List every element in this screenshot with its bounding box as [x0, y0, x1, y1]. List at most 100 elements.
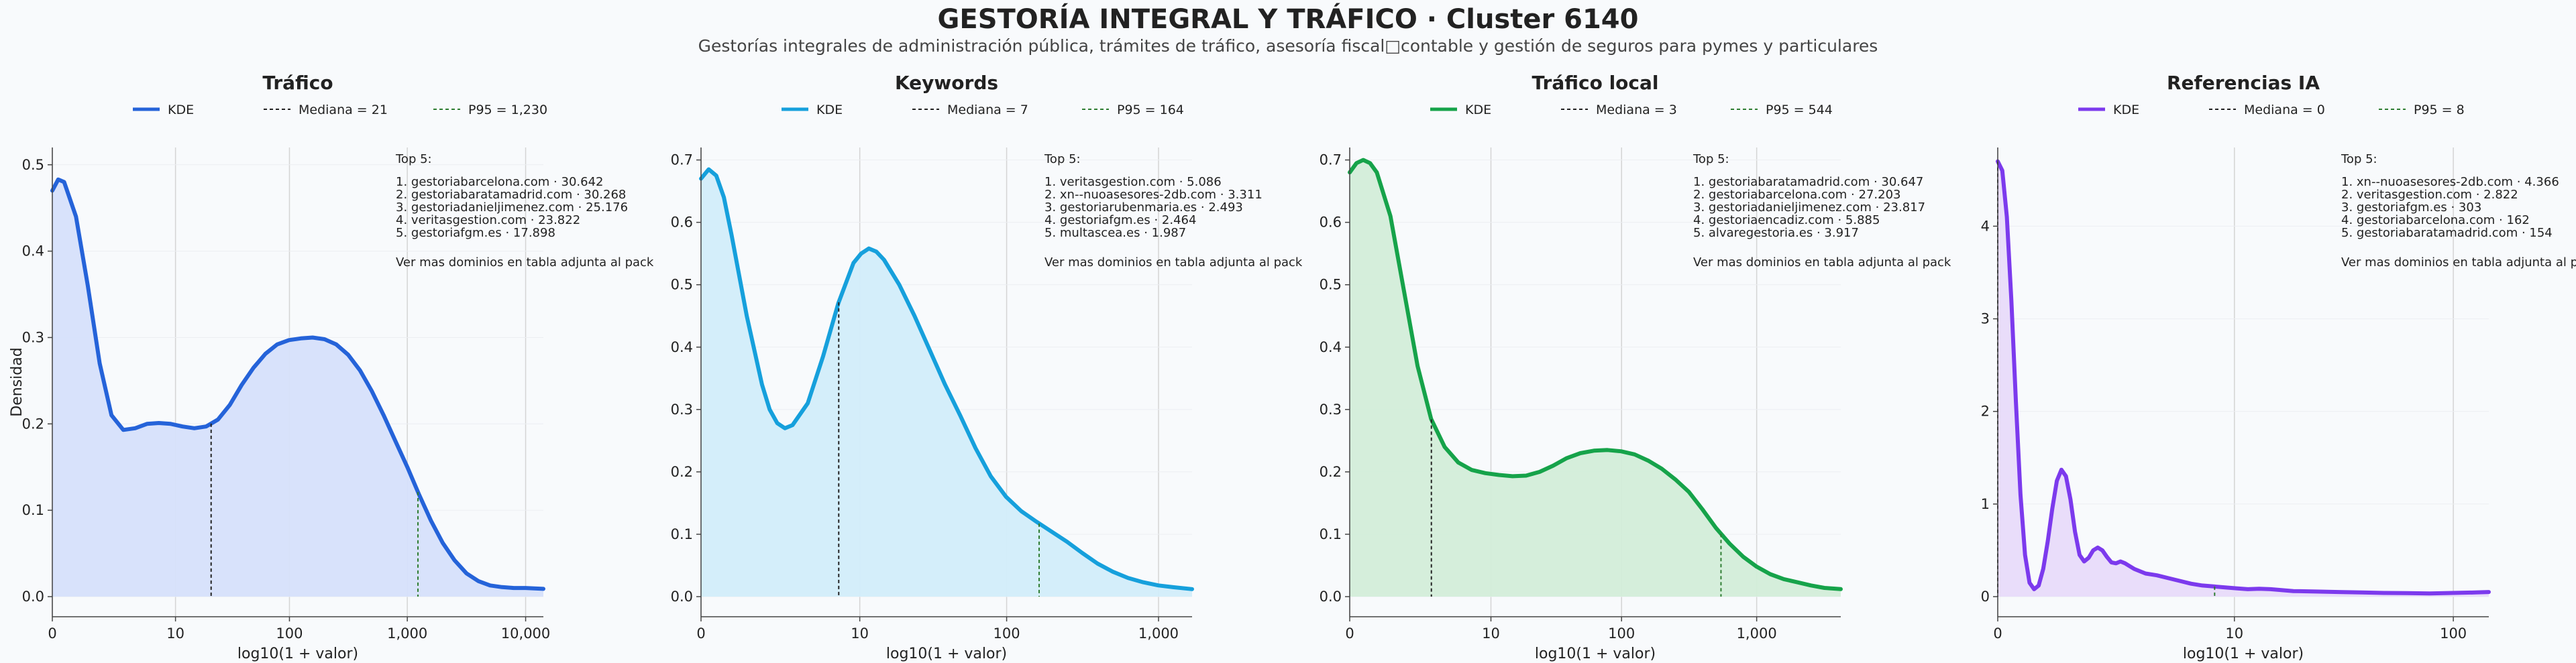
y-tick-label-2: 0.2: [1320, 464, 1342, 480]
y-tick-label-0: 0.0: [1320, 589, 1342, 605]
y-tick-label-1: 0.1: [22, 502, 44, 518]
top5-item-2: 2. xn--nuoasesores-2db.com · 3.311: [1044, 188, 1263, 202]
top5-item-1: 1. xn--nuoasesores-2db.com · 4.366: [2341, 175, 2559, 189]
top5-note: Ver mas dominios en tabla adjunta al pac…: [1044, 255, 1303, 269]
y-tick-label-5: 0.5: [22, 157, 44, 173]
y-tick-label-5: 0.5: [1320, 277, 1342, 293]
y-tick-label-0: 0.0: [671, 589, 693, 605]
legend-label-kde: KDE: [816, 103, 843, 117]
legend-label-p95: P95 = 164: [1117, 103, 1184, 117]
kde-area: [701, 169, 1192, 597]
top5-item-1: 1. gestoriabaratamadrid.com · 30.647: [1693, 175, 1923, 189]
y-tick-label-3: 0.3: [22, 329, 44, 345]
y-tick-label-2: 0.2: [22, 416, 44, 432]
y-tick-label-7: 0.7: [671, 152, 693, 168]
legend-label-median: Mediana = 0: [2244, 103, 2325, 117]
chart-panel-4: Referencias IA KDE Mediana = 0 P95 = 8 0 1 2 3 4…: [1981, 72, 2576, 662]
x-tick-label-2: 100: [276, 625, 303, 642]
kde-area: [1350, 160, 1841, 597]
x-tick-label-0: 0: [1993, 625, 2002, 642]
top5-item-4: 4. gestoriaencadiz.com · 5.885: [1693, 213, 1880, 227]
x-tick-label-3: 1,000: [1737, 625, 1777, 642]
kde-line: [1348, 158, 1843, 591]
chart-legend: KDE Mediana = 21 P95 = 1,230: [133, 103, 547, 117]
chart-title: Keywords: [895, 72, 998, 94]
y-tick-label-4: 0.4: [22, 243, 44, 259]
top5-header: Top 5:: [395, 152, 432, 166]
y-tick-label-3: 3: [1981, 311, 1990, 327]
top5-item-5: 5. gestoriafgm.es · 17.898: [396, 226, 555, 240]
top5-header: Top 5:: [1044, 152, 1081, 166]
y-tick-label-3: 0.3: [671, 402, 693, 418]
top5-note: Ver mas dominios en tabla adjunta al pac…: [396, 255, 654, 269]
y-tick-label-4: 4: [1981, 218, 1990, 234]
top5-item-3: 3. gestoriarubenmaria.es · 2.493: [1044, 200, 1243, 215]
x-tick-label-1: 10: [1482, 625, 1500, 642]
top5-item-2: 2. gestoriabaratamadrid.com · 30.268: [396, 188, 626, 202]
y-tick-label-4: 0.4: [671, 339, 693, 355]
top5-header: Top 5:: [1693, 152, 1729, 166]
legend-label-median: Mediana = 7: [947, 103, 1028, 117]
x-tick-label-0: 0: [48, 625, 56, 642]
kde-line: [699, 167, 1194, 591]
chart-title: Tráfico local: [1532, 72, 1659, 94]
kde-area: [52, 179, 543, 597]
x-tick-label-0: 0: [696, 625, 705, 642]
y-tick-label-2: 2: [1981, 404, 1990, 420]
x-tick-label-0: 0: [1345, 625, 1354, 642]
x-tick-label-1: 10: [851, 625, 869, 642]
kde-line: [1996, 159, 2491, 596]
top5-item-1: 1. veritasgestion.com · 5.086: [1044, 175, 1222, 189]
y-tick-label-1: 1: [1981, 496, 1990, 512]
y-tick-label-6: 0.6: [671, 215, 693, 231]
y-tick-label-0: 0: [1981, 589, 1990, 605]
legend-label-p95: P95 = 544: [1766, 103, 1833, 117]
x-tick-label-1: 10: [166, 625, 184, 642]
y-tick-label-1: 0.1: [1320, 526, 1342, 542]
y-tick-label-2: 0.2: [671, 464, 693, 480]
top5-note: Ver mas dominios en tabla adjunta al pac…: [2341, 255, 2576, 269]
top5-item-5: 5. alvaregestoria.es · 3.917: [1693, 226, 1859, 240]
top5-item-4: 4. gestoriabarcelona.com · 162: [2341, 213, 2530, 227]
top5-note: Ver mas dominios en tabla adjunta al pac…: [1693, 255, 1951, 269]
page-subtitle: Gestorías integrales de administración p…: [698, 36, 1878, 56]
top5-header: Top 5:: [2341, 152, 2377, 166]
legend-label-kde: KDE: [1465, 103, 1491, 117]
top5-item-4: 4. veritasgestion.com · 23.822: [396, 213, 580, 227]
x-axis-label: log10(1 + valor): [1535, 646, 1656, 662]
chart-panel-3: Tráfico local KDE Mediana = 3 P95 = 544 0.0 0…: [1320, 72, 1951, 662]
chart-panel-2: Keywords KDE Mediana = 7 P95 = 164 0.0 0.1 0.2…: [671, 72, 1303, 662]
chart-title: Referencias IA: [2167, 72, 2320, 94]
y-tick-label-5: 0.5: [671, 277, 693, 293]
x-tick-label-4: 10,000: [501, 625, 550, 642]
legend-label-kde: KDE: [168, 103, 194, 117]
y-tick-label-6: 0.6: [1320, 215, 1342, 231]
y-axis-label: Densidad: [9, 347, 25, 416]
x-tick-label-3: 1,000: [387, 625, 427, 642]
top5-item-3: 3. gestoriadanieljimenez.com · 23.817: [1693, 200, 1925, 215]
y-tick-label-4: 0.4: [1320, 339, 1342, 355]
legend-label-p95: P95 = 8: [2414, 103, 2465, 117]
legend-label-median: Mediana = 3: [1596, 103, 1677, 117]
y-tick-label-1: 0.1: [671, 526, 693, 542]
kde-line: [50, 177, 545, 591]
chart-panel-1: Tráfico KDE Mediana = 21 P95 = 1,230 0.0 0.1 0…: [9, 72, 654, 662]
top5-item-5: 5. gestoriabaratamadrid.com · 154: [2341, 226, 2553, 240]
x-tick-label-1: 10: [2225, 625, 2243, 642]
top5-item-4: 4. gestoriafgm.es · 2.464: [1044, 213, 1196, 227]
top5-item-3: 3. gestoriadanieljimenez.com · 25.176: [396, 200, 628, 215]
x-tick-label-2: 100: [1608, 625, 1635, 642]
x-tick-label-2: 100: [2440, 625, 2467, 642]
y-tick-label-0: 0.0: [22, 589, 44, 605]
chart-legend: KDE Mediana = 0 P95 = 8: [2078, 103, 2465, 117]
x-tick-label-3: 1,000: [1138, 625, 1179, 642]
top5-item-2: 2. gestoriabarcelona.com · 27.203: [1693, 188, 1900, 202]
chart-legend: KDE Mediana = 7 P95 = 164: [782, 103, 1184, 117]
page-title: GESTORÍA INTEGRAL Y TRÁFICO · Cluster 61…: [937, 4, 1639, 35]
x-axis-label: log10(1 + valor): [237, 646, 358, 662]
legend-label-p95: P95 = 1,230: [468, 103, 547, 117]
x-axis-label: log10(1 + valor): [886, 646, 1007, 662]
top5-item-2: 2. veritasgestion.com · 2.822: [2341, 188, 2518, 202]
x-axis-label: log10(1 + valor): [2183, 646, 2304, 662]
